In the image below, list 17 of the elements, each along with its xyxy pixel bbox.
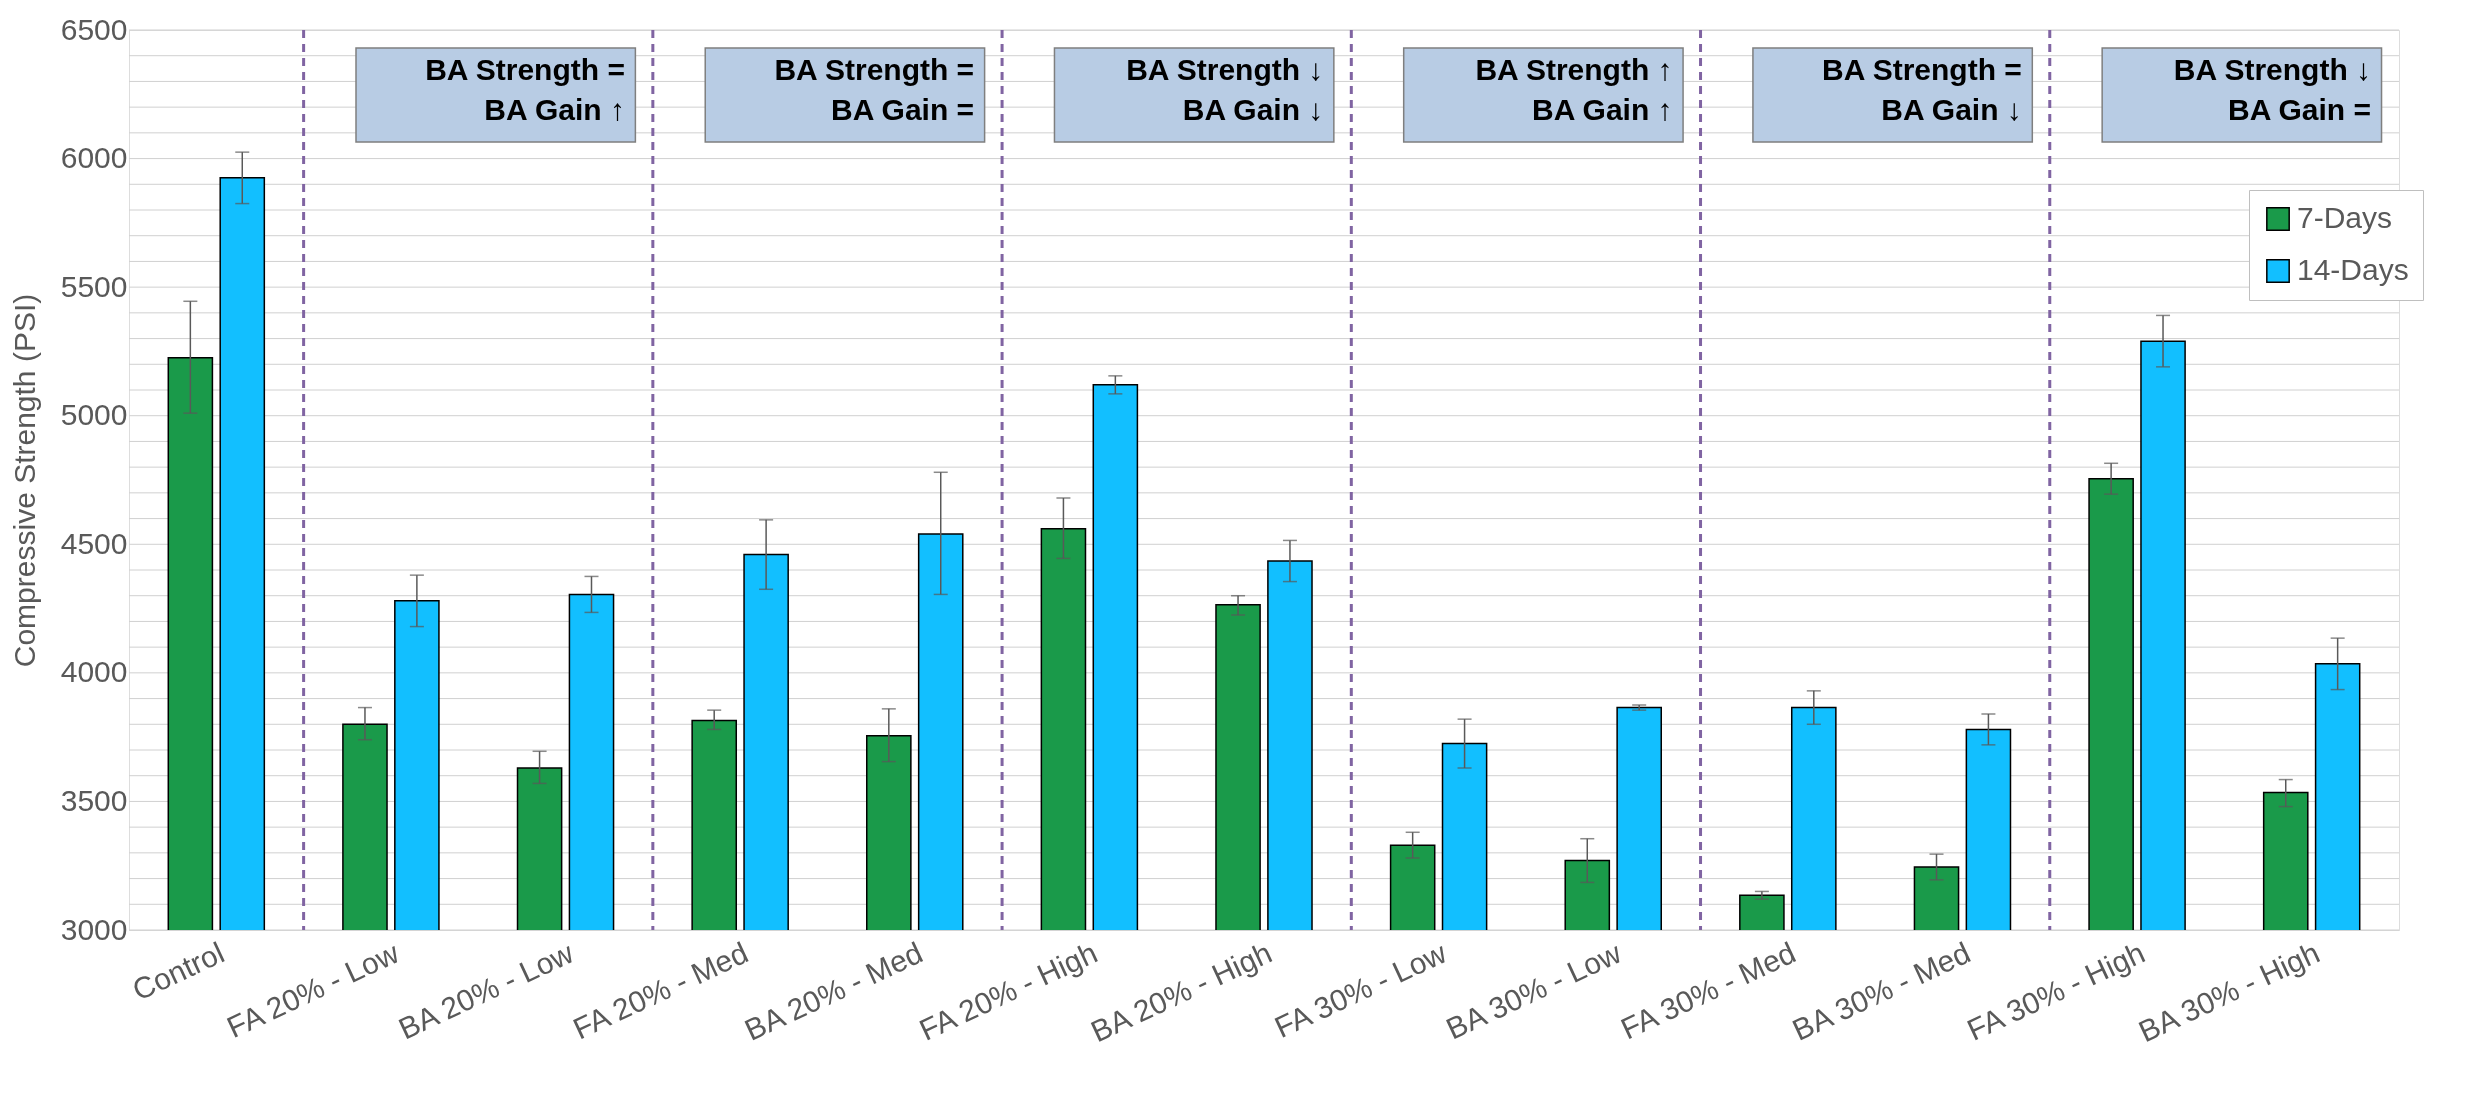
y-tick-label: 3000 <box>60 912 128 946</box>
annotation: BA Strength = BA Gain ↓ <box>1822 53 2022 126</box>
annotation: BA Strength ↓ BA Gain ↓ <box>1126 53 1324 126</box>
legend-label: 7-Days <box>2297 201 2393 234</box>
y-axis-title: Compressive Strength (PSI) <box>7 293 41 668</box>
y-tick-label: 6500 <box>60 12 128 46</box>
annotation: BA Strength ↓ BA Gain = <box>2173 53 2372 126</box>
y-tick-label: 5000 <box>60 398 128 432</box>
annotation: BA Strength = BA Gain ↑ <box>425 53 625 126</box>
annotation: BA Strength = BA Gain = <box>774 53 975 126</box>
y-tick-label: 4500 <box>60 526 128 560</box>
annotation: BA Strength ↑ BA Gain ↑ <box>1475 53 1673 126</box>
y-tick-label: 4000 <box>60 655 128 689</box>
legend-label: 14-Days <box>2297 253 2409 286</box>
y-tick-label: 6000 <box>60 141 128 175</box>
y-tick-label: 3500 <box>60 783 128 817</box>
y-tick-label: 5500 <box>60 269 128 303</box>
